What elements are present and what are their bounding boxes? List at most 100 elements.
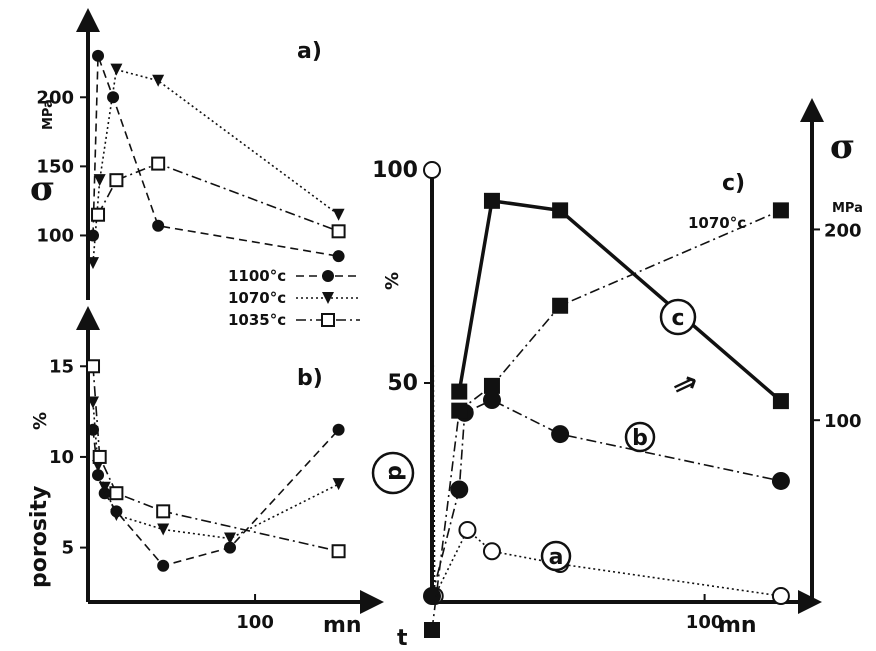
panel-a-series-1-point	[332, 208, 345, 221]
panel-a-ylabel: σ	[30, 169, 55, 209]
panel-c-series-0-point	[423, 161, 441, 179]
panel-a-yunit: MPa	[41, 99, 56, 130]
panel-a-series-1-line	[92, 68, 340, 264]
panel-c-xtick-label: 100	[686, 612, 724, 633]
panel-b-label: b)	[297, 366, 323, 391]
panel-c-xlabel: t	[397, 626, 408, 651]
panel-c-series-1-line	[431, 399, 782, 597]
panel-c-right-ylabel: σ	[830, 127, 855, 167]
panel-c-annotation-circle	[659, 298, 697, 336]
panel-a-series-1-point	[87, 257, 100, 270]
panel-c-series-1-point	[771, 471, 790, 490]
panel-c-annotation-label: c	[671, 306, 684, 331]
panel-a-ytick-label: 200	[36, 87, 74, 108]
panel-b-ytick-label: 15	[49, 356, 74, 377]
panel-b-ytick-label: 10	[49, 447, 74, 468]
panel-a-series-2-point	[151, 156, 166, 171]
panel-a-series-0-point	[332, 250, 345, 263]
panel-c-annotation-label: b	[632, 426, 648, 451]
panel-b-series-1-point	[87, 396, 100, 409]
panel-b-series-1-point	[157, 523, 170, 536]
panel-c-double-arrow: ⇒	[667, 364, 705, 406]
panel-c-xunit: mn	[718, 613, 757, 638]
panel-c-series-0-point	[482, 542, 501, 561]
panel-a-series-0-point	[92, 49, 105, 62]
panel-c-series	[423, 161, 790, 638]
panel-c-series-0-line	[431, 169, 782, 597]
panel-c-series-3-point	[552, 202, 569, 219]
panel-c-annotation-label: a	[549, 545, 564, 570]
panel-b-xunit: mn	[323, 613, 362, 638]
panel-c-series-2-point	[772, 202, 789, 219]
panel-a-legend: 1100°c 1070°c 1035°c	[228, 267, 360, 329]
panel-b-series-2-point	[109, 486, 124, 501]
panel-c-annotation-label: p	[382, 465, 407, 481]
panel-c: c) 1070°c % σ MPa t mn 50 100 100 200 100 a b…	[371, 98, 863, 651]
panel-c-series-3-point	[451, 383, 468, 400]
panel-a: a) σ MPa 100 150 200 1100°c 1070°c 1035°c	[30, 8, 360, 329]
panel-b-series-2-point	[86, 359, 101, 374]
panel-b-yunit: %	[30, 412, 51, 430]
panel-a-ticks: 100 150 200	[36, 87, 88, 246]
panel-c-series-1-point	[482, 391, 501, 410]
panel-c-right-yunit: MPa	[832, 201, 863, 216]
panel-a-series-1-point	[152, 74, 165, 87]
panel-c-right-ytick-label: 200	[824, 220, 862, 241]
legend-label: 1035°c	[228, 311, 286, 329]
legend-label: 1070°c	[228, 289, 286, 307]
panel-a-series	[87, 49, 346, 270]
panel-b-series-1-point	[332, 478, 345, 491]
panel-b-series-0-point	[224, 541, 236, 554]
panel-c-series-2-line	[431, 209, 782, 631]
panel-c-annotations: a b c p ⇒	[371, 298, 705, 572]
panel-c-subtitle: 1070°c	[688, 214, 746, 232]
panel-b-series-1-point	[110, 508, 123, 521]
legend-swatch-marker	[321, 313, 335, 327]
panel-c-annotation-circle	[371, 451, 415, 495]
panel-a-ytick-label: 150	[36, 156, 74, 177]
panel-c-series-3-point	[772, 393, 789, 410]
panel-c-series-2-point	[451, 402, 468, 419]
panel-a-series-0-point	[107, 91, 120, 104]
panel-b-series	[86, 359, 346, 572]
panel-c-annotation-circle	[624, 421, 656, 453]
panel-a-series-1-point	[93, 174, 106, 187]
panel-c-series-0-point	[458, 520, 477, 539]
panel-a-series-2-point	[91, 207, 106, 222]
panel-c-series-0-point	[771, 587, 790, 605]
panel-a-label: a)	[297, 39, 322, 64]
panel-c-series-1-point	[551, 425, 570, 444]
panel-c-right-ytick-label: 100	[824, 411, 862, 432]
panel-b-series-2-point	[92, 449, 107, 464]
panel-b-series-2-line	[92, 366, 339, 553]
panel-a-series-2-point	[109, 173, 124, 188]
panel-b: b) porosity % mn 5 10 15 100	[27, 306, 384, 638]
panel-c-left-ytick-label: 100	[372, 158, 418, 183]
panel-c-left-ytick-label: 50	[387, 371, 418, 396]
panel-b-series-0-point	[157, 559, 170, 572]
panel-b-ticks: 5 10 15 100	[49, 356, 274, 633]
panel-a-series-2-point	[331, 224, 346, 239]
panel-c-series-2-point	[483, 377, 500, 394]
panel-a-series-2-line	[97, 162, 339, 233]
panel-b-series-2-point	[156, 504, 171, 519]
panel-b-xtick-label: 100	[236, 612, 274, 633]
panel-c-ticks: 50 100 100 200 100	[372, 158, 862, 633]
panel-b-ylabel: porosity	[27, 486, 52, 588]
panel-c-series-2-point	[552, 297, 569, 314]
panel-c-series-3-point	[483, 192, 500, 209]
panel-c-annotation-circle	[540, 540, 572, 572]
panel-c-label: c)	[722, 171, 745, 196]
panel-a-series-1-point	[110, 63, 123, 76]
panel-c-series-1-point	[423, 587, 441, 605]
panel-a-series-0-point	[152, 219, 165, 232]
panel-b-series-0-point	[332, 423, 345, 436]
legend-swatch-marker	[322, 270, 334, 282]
panel-b-ytick-label: 5	[61, 538, 74, 559]
panel-a-series-0-point	[87, 229, 100, 242]
panel-c-series-2-point	[424, 622, 440, 638]
panel-b-series-2-point	[331, 544, 346, 559]
legend-swatch-marker	[322, 292, 334, 304]
legend-label: 1100°c	[228, 267, 286, 285]
